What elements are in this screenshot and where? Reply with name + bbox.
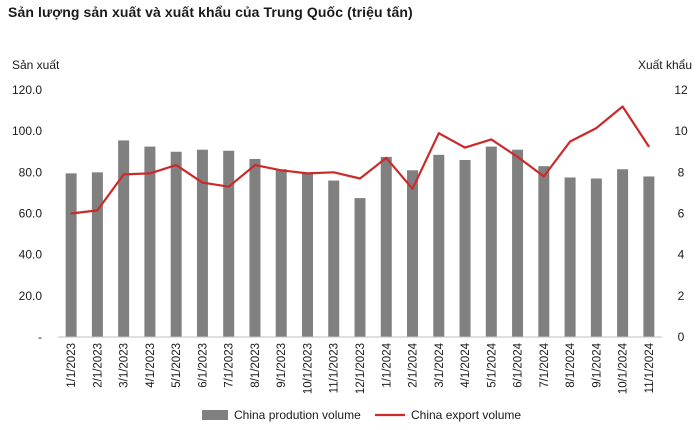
x-tick-label: 1/1/2023 [66,343,78,388]
legend-bar-label: China prodution volume [234,408,361,422]
export-line [70,105,650,215]
export-point [70,212,72,215]
production-bar [512,149,524,337]
export-point [595,127,598,129]
production-bar [380,156,392,337]
y-axis-left-ticks: - 20.0 40.0 60.0 80.0 100.0 120.0 [12,83,42,344]
y-axis-right-ticks: 0 2 4 6 8 10 12 [674,83,688,344]
production-bar [144,146,156,337]
legend-bar-swatch [202,410,228,420]
export-point [149,172,151,175]
y-left-tick-label: 40.0 [19,248,43,262]
y-left-tick-label: - [38,330,42,344]
production-bar [433,154,445,337]
x-tick-label: 10/1/2023 [302,343,314,394]
production-bar [196,149,208,337]
y-right-tick-label: 2 [678,289,685,303]
y-right-tick-label: 0 [678,330,685,344]
export-point [254,164,256,166]
x-tick-label: 5/1/2023 [171,343,183,388]
production-bar [118,140,130,337]
y-right-tick-label: 10 [674,124,688,138]
export-point [332,171,335,174]
y-left-tick-label: 80.0 [19,165,43,179]
y-right-tick-label: 12 [674,83,688,97]
y-left-tick-label: 100.0 [12,124,42,138]
production-bar [485,146,497,337]
y-right-tick-label: 4 [678,248,685,262]
production-bar [643,176,655,337]
x-tick-label: 1/1/2024 [381,342,393,387]
production-bar [328,180,340,337]
x-tick-label: 9/1/2024 [591,342,603,387]
export-point [490,138,493,141]
x-tick-label: 3/1/2023 [119,343,131,388]
export-point [437,132,440,135]
x-tick-label: 7/1/2024 [539,342,551,387]
x-tick-label: 5/1/2024 [486,342,498,387]
y-axis-left-label: Sản xuất [12,58,60,72]
production-bar [65,173,77,337]
x-tick-label: 8/1/2024 [565,342,577,387]
bar-series [65,140,655,337]
x-tick-label: 4/1/2024 [460,342,472,387]
production-bar [459,159,471,337]
y-right-tick-label: 8 [678,165,685,179]
export-point [280,169,283,172]
production-bar [617,169,629,337]
production-bar [170,151,182,337]
x-tick-label: 6/1/2024 [513,342,525,387]
export-point [464,146,466,149]
legend: China prodution volume China export volum… [202,408,521,422]
export-point [569,140,571,143]
x-tick-label: 4/1/2023 [145,343,157,388]
production-bar [301,173,313,337]
export-point [175,164,177,166]
y-right-tick-label: 6 [678,207,685,221]
production-bar [91,172,103,337]
export-point [648,145,650,148]
production-bar [407,170,419,337]
x-tick-label: 8/1/2023 [250,343,262,388]
export-point [359,177,361,180]
export-point [227,185,230,188]
x-tick-label: 3/1/2024 [434,342,446,387]
x-tick-label: 2/1/2024 [408,342,420,387]
production-bar [223,150,235,337]
y-left-tick-label: 20.0 [19,289,43,303]
production-bar [249,158,261,337]
export-point [201,181,204,184]
chart-title: Sản lượng sản xuất và xuất khẩu của Trun… [8,4,413,20]
export-point [411,188,414,190]
legend-line-label: China export volume [411,408,521,422]
export-point [543,175,545,178]
y-left-tick-label: 120.0 [12,83,42,97]
production-bar [538,166,550,337]
production-bar [564,177,576,337]
production-bar [354,198,366,337]
production-bar [590,178,602,337]
export-point [122,173,125,176]
x-tick-label: 12/1/2023 [355,343,367,394]
export-point [621,105,624,108]
export-point [385,157,388,159]
production-bar [275,169,287,337]
x-tick-label: 7/1/2023 [224,343,236,388]
x-tick-label: 11/1/2023 [329,343,341,393]
export-point [516,156,519,158]
x-axis-ticks: 1/1/2023 2/1/2023 3/1/2023 4/1/2023 5/1/2023… [66,342,656,394]
x-tick-label: 9/1/2023 [276,343,288,388]
y-left-tick-label: 60.0 [19,207,43,221]
x-tick-label: 11/1/2024 [644,342,656,393]
export-point [306,172,309,175]
x-tick-label: 2/1/2023 [92,343,104,388]
x-tick-label: 10/1/2024 [618,342,630,394]
y-axis-right-label: Xuất khẩu [637,58,692,72]
x-tick-label: 6/1/2023 [197,343,209,388]
line-series [70,105,650,215]
export-point [96,209,99,212]
